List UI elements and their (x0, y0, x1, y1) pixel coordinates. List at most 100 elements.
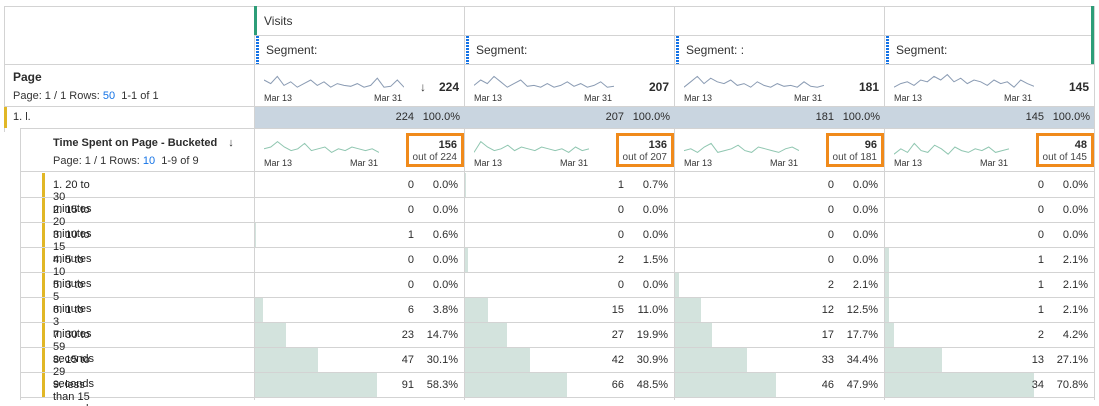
cell-value[interactable]: 17 (821, 329, 834, 341)
cell-value[interactable]: 1 (1037, 304, 1044, 316)
cell-value[interactable]: 0 (827, 179, 834, 191)
cell-percent: 48.5% (636, 379, 668, 391)
cell-value[interactable]: 2 (827, 279, 834, 291)
cell-value[interactable]: 23 (401, 329, 414, 341)
sparkline (474, 140, 589, 153)
row-label[interactable]: 3. 10 to 15 minutes (53, 229, 92, 265)
cell-percent-bar (675, 373, 776, 397)
cell-value[interactable]: 46 (821, 379, 834, 391)
sort-arrow-icon[interactable]: ↓ (228, 137, 234, 149)
cell-value[interactable]: 1 (1037, 254, 1044, 266)
cell-value[interactable]: 0 (1037, 204, 1044, 216)
cell-value[interactable]: 1 (1037, 279, 1044, 291)
cell-value[interactable]: 12 (821, 304, 834, 316)
row-label[interactable]: 9. less than 15 seconds (53, 379, 94, 406)
cell-percent-bar (465, 298, 488, 322)
column-divider (254, 6, 255, 400)
row-divider (254, 35, 1094, 36)
rows-per-page-selector[interactable]: 10 (142, 155, 156, 167)
row-label[interactable]: 1. 20 to 30 minutes (53, 179, 92, 215)
row-label[interactable]: 8. 15 to 29 seconds (53, 354, 94, 390)
cell-value[interactable]: 2 (617, 254, 624, 266)
cell-value[interactable]: 0 (407, 179, 414, 191)
sparkline (264, 140, 379, 153)
cell-value[interactable]: 27 (611, 329, 624, 341)
column-total: 207 (648, 80, 669, 94)
cell-percent: 100.0% (422, 111, 460, 123)
row-range-label: 1-1 of 1 (121, 90, 159, 102)
segment-drag-handle-icon[interactable] (466, 36, 469, 64)
row-divider (4, 106, 1094, 107)
segment-column-header[interactable]: Segment: (886, 36, 1092, 64)
cell-percent-bar (885, 248, 889, 272)
page-number-label: Page: 1 / 1 (53, 155, 107, 167)
subtotal-highlight-box[interactable]: 48 out of 145 (1036, 133, 1094, 167)
cell-value[interactable]: 0 (407, 204, 414, 216)
cell-value[interactable]: 42 (611, 354, 624, 366)
sort-arrow-icon[interactable]: ↓ (420, 80, 426, 94)
segment-drag-handle-icon[interactable] (256, 36, 259, 64)
sparkline-end-date: Mar 31 (560, 158, 589, 168)
cell-value[interactable]: 34 (1031, 379, 1044, 391)
cell-value[interactable]: 91 (401, 379, 414, 391)
row-color-marker (42, 198, 45, 222)
row-color-marker (42, 298, 45, 322)
cell-value[interactable]: 181 (815, 111, 834, 123)
segment-column-header[interactable]: Segment: : (676, 36, 882, 64)
cell-value[interactable]: 0 (1037, 229, 1044, 241)
cell-value[interactable]: 0 (827, 254, 834, 266)
subtotal-highlight-box[interactable]: 156 out of 224 (406, 133, 464, 167)
segment-drag-handle-icon[interactable] (886, 36, 889, 64)
subtotal-highlight-box[interactable]: 96 out of 181 (826, 133, 884, 167)
left-border (4, 6, 5, 132)
segment-column-header[interactable]: Segment: (256, 36, 462, 64)
row-label[interactable]: 5. 3 to 5 minutes (53, 279, 92, 315)
dimension-title-page[interactable]: Page (13, 70, 42, 84)
cell-percent-bar (465, 348, 530, 372)
cell-value[interactable]: 15 (611, 304, 624, 316)
cell-percent: 0.0% (432, 254, 458, 266)
cell-value[interactable]: 1 (617, 179, 624, 191)
cell-value[interactable]: 0 (407, 279, 414, 291)
subtotal-highlight-box[interactable]: 136 out of 207 (616, 133, 674, 167)
cell-value[interactable]: 0 (827, 229, 834, 241)
column-total: 145 (1068, 80, 1089, 94)
cell-value[interactable]: 13 (1031, 354, 1044, 366)
cell-percent: 47.9% (846, 379, 878, 391)
page-row-label[interactable]: 1. l. (13, 111, 31, 123)
cell-value[interactable]: 33 (821, 354, 834, 366)
row-label[interactable]: 7. 30 to 59 seconds (53, 329, 94, 365)
cell-value[interactable]: 207 (605, 111, 624, 123)
sparkline-start-date: Mar 13 (264, 158, 293, 168)
segment-drag-handle-icon[interactable] (676, 36, 679, 64)
dimension-title-time-spent[interactable]: Time Spent on Page - Bucketed ↓ (53, 137, 234, 149)
cell-value[interactable]: 47 (401, 354, 414, 366)
cell-value[interactable]: 0 (617, 229, 624, 241)
row-divider (20, 322, 1094, 323)
row-label[interactable]: 6. 1 to 3 minutes (53, 304, 92, 340)
row-divider (20, 372, 1094, 373)
cell-value[interactable]: 0 (407, 254, 414, 266)
cell-percent: 4.2% (1062, 329, 1088, 341)
row-label[interactable]: 2. 15 to 20 minutes (53, 204, 92, 240)
sparkline-path (684, 142, 799, 153)
row-label[interactable]: 4. 5 to 10 minutes (53, 254, 92, 290)
cell-percent: 2.1% (1062, 304, 1088, 316)
cell-value[interactable]: 0 (1037, 179, 1044, 191)
cell-value[interactable]: 224 (395, 111, 414, 123)
sparkline-start-date: Mar 13 (894, 158, 923, 168)
cell-value[interactable]: 66 (611, 379, 624, 391)
cell-value[interactable]: 6 (407, 304, 414, 316)
segment-column-header[interactable]: Segment: (466, 36, 672, 64)
cell-value[interactable]: 0 (617, 204, 624, 216)
cell-value[interactable]: 0 (617, 279, 624, 291)
cell-percent-bar (255, 323, 286, 347)
cell-value[interactable]: 145 (1025, 111, 1044, 123)
cell-percent: 1.5% (642, 254, 668, 266)
metric-header-visits[interactable]: Visits (264, 14, 293, 28)
cell-value[interactable]: 2 (1037, 329, 1044, 341)
cell-value[interactable]: 0 (827, 204, 834, 216)
cell-value[interactable]: 1 (407, 229, 414, 241)
rows-per-page-selector[interactable]: 50 (102, 90, 116, 102)
cell-percent-bar (885, 298, 889, 322)
